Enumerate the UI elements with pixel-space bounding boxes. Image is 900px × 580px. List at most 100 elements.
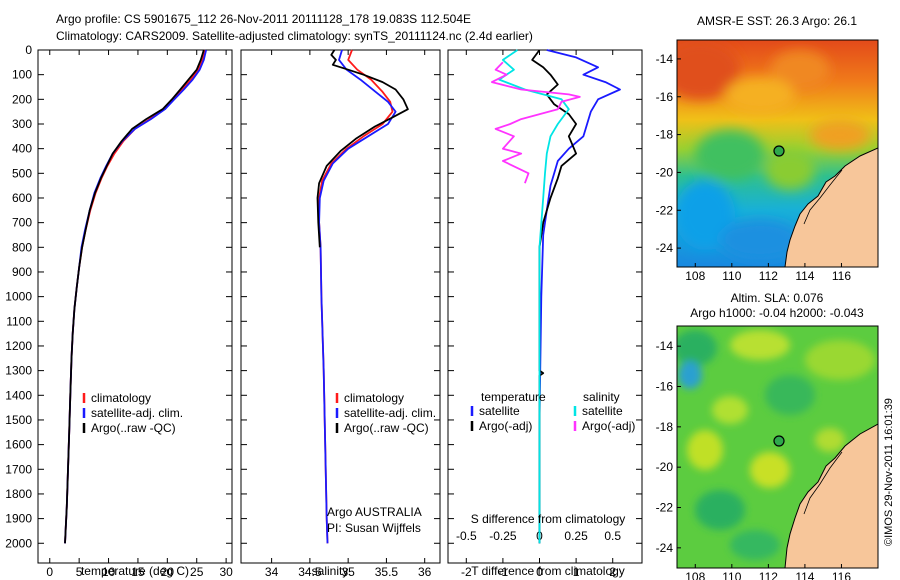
depth-tick-label: 900: [12, 265, 32, 279]
s-difference-xlabel: S difference from climatology: [471, 512, 626, 526]
s-difference-axis: -0.5 -0.25 0 0.25 0.5: [456, 529, 621, 543]
lat-tick-label: -22: [656, 501, 674, 515]
lat-tick-label: -16: [656, 380, 674, 394]
lat-tick-label: -18: [656, 420, 674, 434]
depth-tick-label: 700: [12, 216, 32, 230]
argo-program-label: Argo AUSTRALIA: [327, 505, 422, 519]
depth-tick-label: 100: [12, 68, 32, 82]
temperature-series: [64, 49, 207, 544]
salinity-axis: 34 34.5 35 35.5 36: [265, 50, 432, 579]
legend-label-temp-argo: Argo(-adj): [479, 419, 532, 433]
depth-tick-label: 600: [12, 191, 32, 205]
legend-label-satellite: satellite-adj. clim.: [344, 406, 436, 420]
sla-map-title-line1: Altim. SLA: 0.076: [731, 291, 824, 305]
s-tick-label: 0.5: [604, 529, 621, 543]
temperature-panel-frame: [37, 49, 233, 564]
sst-map-frame: [676, 39, 879, 268]
difference-legend: temperature satellite Argo(-adj) salinit…: [470, 390, 635, 433]
lon-tick-label: 108: [685, 570, 705, 580]
x-tick-label: 0: [536, 565, 543, 579]
lat-tick-label: -20: [656, 165, 674, 179]
lat-tick-label: -22: [656, 203, 674, 217]
x-tick-label: 35: [341, 565, 355, 579]
lon-tick-label: 116: [832, 570, 851, 580]
australia-coastline: [784, 423, 878, 568]
x-tick-label: 30: [219, 565, 233, 579]
series-line-temperature-satellite: [538, 49, 621, 544]
legend-label-satellite: satellite-adj. clim.: [91, 406, 183, 420]
x-tick-label: -2: [461, 565, 472, 579]
x-tick-label: 34.5: [298, 565, 322, 579]
depth-tick-label: 1100: [6, 314, 32, 328]
x-tick-label: 0: [46, 565, 53, 579]
depth-tick-label: 1500: [5, 413, 32, 427]
argo-position-marker: [773, 145, 785, 157]
lon-tick-label: 112: [759, 570, 778, 580]
t-difference-axis: -2 -1 0 1 2: [461, 50, 616, 579]
x-tick-label: 2: [609, 565, 616, 579]
depth-tick-label: 400: [12, 142, 32, 156]
australia-coastline: [784, 147, 878, 267]
x-tick-label: 35.5: [375, 565, 399, 579]
difference-panel-frame: [447, 49, 643, 564]
sla-map-image: [677, 326, 878, 568]
depth-tick-label: 1700: [5, 462, 32, 476]
lon-tick-label: 116: [832, 269, 851, 283]
lat-tick-label: -14: [656, 339, 674, 353]
depth-tick-label: 300: [12, 117, 32, 131]
legend-label-temp-satellite: satellite: [479, 404, 520, 418]
legend-label-argo: Argo(..raw -QC): [91, 421, 176, 435]
x-tick-label: 34: [265, 565, 279, 579]
sla-map-axes: 108 110 112 114 116 -14 -16 -18 -20 -22 -24: [656, 339, 852, 580]
lat-tick-label: -16: [656, 90, 674, 104]
x-tick-label: 1: [573, 565, 580, 579]
s-tick-label: -0.25: [489, 529, 517, 543]
legend-title-salinity: salinity: [583, 390, 620, 404]
depth-tick-label: 2000: [5, 536, 32, 550]
lon-tick-label: 114: [795, 269, 814, 283]
lon-tick-label: 110: [722, 269, 741, 283]
header-line1: Argo profile: CS 5901675_112 26-Nov-2011…: [56, 12, 471, 26]
depth-tick-label: 1800: [5, 487, 32, 501]
x-tick-label: -1: [498, 565, 509, 579]
depth-tick-label: 200: [12, 92, 32, 106]
salinity-panel-frame: [240, 49, 441, 564]
x-tick-label: 5: [76, 565, 83, 579]
depth-tick-label: 1400: [5, 388, 32, 402]
series-line-argo-raw-qc-: [316, 49, 409, 248]
depth-tick-label: 1000: [5, 290, 32, 304]
temperature-xlabel: temperature (deg C): [81, 564, 189, 578]
imos-watermark: ©IMOS 29-Nov-2011 16:01:39: [883, 398, 895, 546]
sla-map-frame: [676, 325, 879, 569]
series-line-climatology: [64, 49, 206, 544]
depth-tick-label: 0: [25, 43, 32, 57]
series-line-satellite-adj-clim-: [64, 49, 207, 544]
difference-series: [490, 49, 621, 544]
lat-tick-label: -20: [656, 460, 674, 474]
series-line-salinity-argo-adj-: [490, 61, 581, 184]
depth-tick-label: 800: [12, 240, 32, 254]
series-line-salinity-satellite: [498, 49, 570, 544]
lon-tick-label: 110: [722, 570, 741, 580]
salinity-series: [316, 49, 409, 544]
lon-tick-label: 114: [795, 570, 814, 580]
salinity-xlabel: salinity: [312, 564, 349, 578]
depth-axis: 0 100 200 300 400 500 600 700 800 900 1000 1100 1200…: [5, 43, 642, 550]
temperature-axis: 0 5 10 15 20 25 30: [46, 50, 233, 579]
x-tick-label: 20: [161, 565, 175, 579]
lat-tick-label: -14: [656, 52, 674, 66]
depth-tick-label: 1200: [5, 339, 32, 353]
depth-tick-label: 1900: [5, 512, 32, 526]
x-tick-label: 36: [418, 565, 432, 579]
argo-position-marker: [773, 435, 785, 447]
x-tick-label: 15: [131, 565, 145, 579]
sla-map-title-line2: Argo h1000: -0.04 h2000: -0.043: [690, 306, 864, 320]
lat-tick-label: -24: [656, 541, 674, 555]
sst-map-axes: 108 110 112 114 116 -14 -16 -18 -20 -22 -24: [656, 52, 852, 283]
lat-tick-label: -18: [656, 128, 674, 142]
legend-label-sal-satellite: satellite: [582, 404, 623, 418]
legend-label-climatology: climatology: [91, 391, 151, 405]
legend-title-temperature: temperature: [481, 390, 546, 404]
temperature-legend: climatology satellite-adj. clim. Argo(..…: [82, 391, 183, 435]
